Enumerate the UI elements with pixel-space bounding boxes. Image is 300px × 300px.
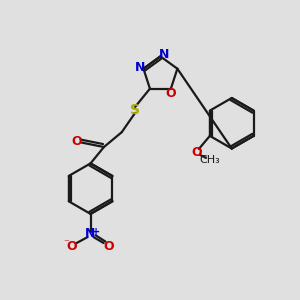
Text: N: N [135, 61, 145, 74]
Text: N: N [85, 227, 96, 240]
Text: O: O [166, 87, 176, 100]
Text: O: O [66, 240, 76, 253]
Text: O: O [191, 146, 202, 159]
Text: +: + [92, 227, 100, 237]
Text: S: S [130, 103, 140, 118]
Text: CH₃: CH₃ [200, 155, 220, 165]
Text: O: O [71, 135, 82, 148]
Text: O: O [104, 240, 114, 253]
Text: N: N [159, 48, 169, 62]
Text: ⁻: ⁻ [63, 238, 69, 249]
